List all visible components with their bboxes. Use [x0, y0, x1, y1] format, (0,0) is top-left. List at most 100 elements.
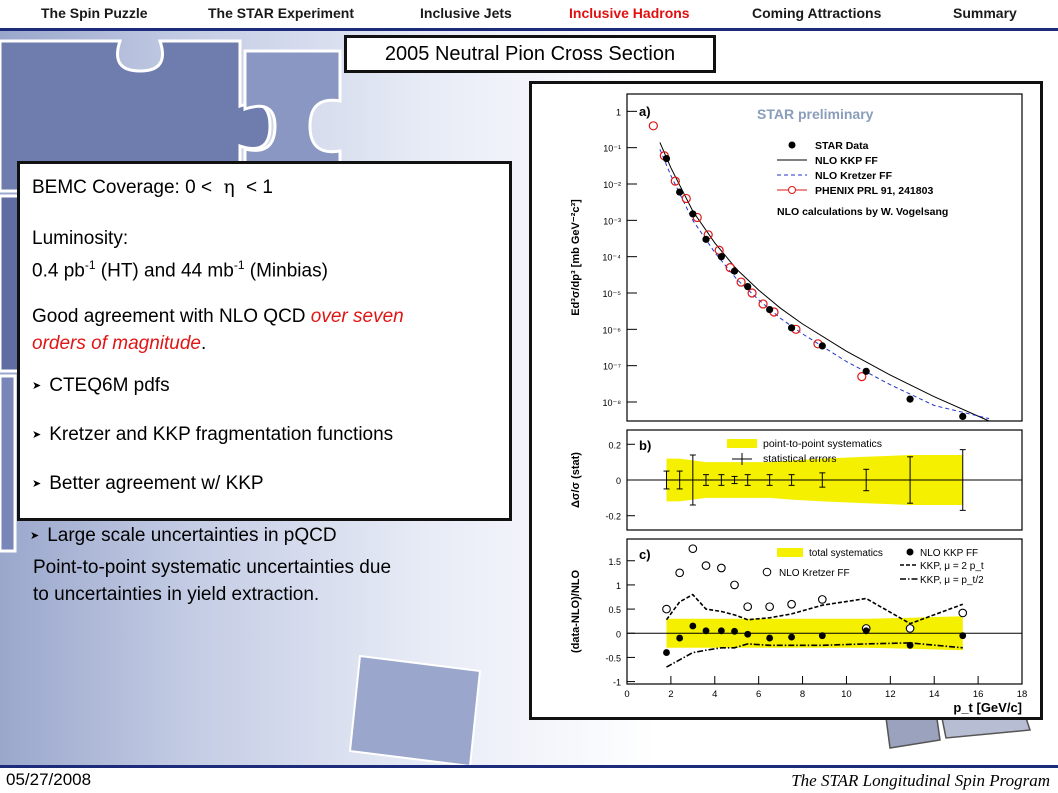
phenix-point	[747, 288, 757, 298]
x-tick-label: 14	[929, 689, 940, 700]
legend-marker	[727, 439, 757, 448]
star-data-point	[862, 367, 870, 375]
star-data-point	[730, 267, 739, 275]
y-tick-label: 10⁻²	[603, 180, 621, 190]
kretzer-point	[675, 568, 685, 578]
lumi-mb-exp: -1	[233, 258, 245, 272]
x-tick-label: 4	[712, 689, 717, 700]
star-data-point	[766, 305, 774, 314]
y-tick-label: 10⁻¹	[603, 144, 621, 154]
bullet-fragmentation: ➤ Kretzer and KKP fragmentation functions	[32, 423, 393, 449]
puzzle-piece	[0, 374, 17, 553]
kretzer-point	[717, 563, 726, 573]
star-data-point	[702, 235, 710, 243]
y-tick-label: -0.2	[605, 512, 621, 522]
nav-item-inclusive-hadrons[interactable]: Inclusive Hadrons	[569, 5, 690, 21]
arrow-bullet-icon: ➤	[32, 380, 42, 392]
star-data-point	[676, 188, 684, 196]
y-tick-label: 10⁻⁵	[603, 289, 622, 299]
luminosity-value: 0.4 pb-1 (HT) and 44 mb-1 (Minbias)	[32, 254, 328, 282]
kkp-point	[788, 633, 795, 641]
y-tick-label: 1	[616, 581, 621, 591]
kkp-point	[717, 627, 725, 635]
y-tick-label: 1.5	[608, 557, 621, 567]
x-tick-label: 16	[973, 689, 984, 700]
star-data-point	[906, 395, 914, 403]
kretzer-point	[743, 602, 753, 612]
kkp-point	[766, 634, 774, 642]
nlo-note: NLO calculations by W. Vogelsang	[777, 206, 948, 218]
legend-label: KKP, μ = p_t/2	[920, 575, 984, 586]
legend-label: KKP, μ = 2 p_t	[920, 561, 984, 572]
legend-marker	[788, 141, 796, 149]
lumi-ht-value: 0.4 pb	[32, 260, 85, 282]
legend-label: NLO Kretzer FF	[779, 568, 850, 579]
kretzer-point	[701, 561, 711, 570]
y-tick-label: -1	[613, 678, 621, 688]
y-tick-label: 10⁻⁴	[602, 253, 621, 263]
arrow-bullet-icon: ➤	[32, 478, 42, 490]
legend-label: NLO KKP FF	[815, 155, 878, 167]
y-tick-label: 0	[616, 476, 621, 486]
kkp-point	[731, 627, 738, 635]
legend-marker	[762, 567, 772, 577]
kkp-point	[689, 622, 697, 630]
systematics-line-2: to uncertainties in yield extraction.	[33, 584, 320, 605]
bullet-kkp: ➤ Better agreement w/ KKP	[32, 472, 264, 498]
footer-program: The STAR Longitudinal Spin Program	[791, 771, 1050, 790]
arrow-bullet-icon: ➤	[30, 530, 40, 542]
panel-label: a)	[639, 104, 651, 119]
x-axis-label: p_t [GeV/c]	[953, 700, 1022, 715]
y-tick-label: 10⁻³	[603, 216, 621, 226]
panel-c-frame	[626, 538, 1023, 685]
legend-label: STAR Data	[815, 140, 869, 152]
lumi-mb-tail: (Minbias)	[244, 260, 328, 282]
kretzer-point	[688, 544, 698, 554]
agreement-highlight-2: orders of magnitude	[32, 333, 201, 354]
legend-label: total systematics	[809, 548, 883, 559]
y-tick-label: 0.5	[608, 605, 621, 615]
bullet-text: Better agreement w/ KKP	[49, 473, 264, 494]
series-nlo-kkp	[659, 142, 990, 422]
star-preliminary-watermark: STAR preliminary	[757, 106, 874, 122]
panel-c: 1.510.50-0.5-10 2 4 6 8 10 12 14 16 18c)(data-NLO…	[570, 538, 1028, 715]
nav-item-inclusive-jets[interactable]: Inclusive Jets	[420, 5, 512, 21]
bullet-pqcd: ➤ Large scale uncertainties in pQCD	[30, 524, 337, 550]
legend-marker	[777, 548, 803, 557]
bullet-cteq: ➤ CTEQ6M pdfs	[32, 374, 170, 400]
y-tick-label: 10⁻⁸	[602, 398, 621, 408]
coverage-suffix: < 1	[246, 177, 273, 198]
nav-item-spin-puzzle[interactable]: The Spin Puzzle	[41, 5, 148, 21]
phenix-point	[648, 121, 658, 131]
series-kkp-pt2	[666, 642, 963, 668]
bullet-text: CTEQ6M pdfs	[49, 375, 170, 396]
kkp-point	[676, 634, 684, 642]
lumi-ht-exp: -1	[84, 258, 96, 272]
kkp-point	[663, 649, 670, 656]
kretzer-point	[905, 624, 915, 633]
agreement-prefix: Good agreement with NLO QCD	[32, 306, 311, 327]
nav-item-star-experiment[interactable]: The STAR Experiment	[208, 5, 354, 21]
agreement-highlight-1: over seven	[310, 306, 404, 327]
x-tick-label: 10	[841, 689, 852, 700]
agreement-end: .	[201, 333, 207, 354]
footer-divider	[0, 765, 1058, 768]
y-axis-label: Ed³σ/dp³ [mb GeV⁻²c³]	[570, 199, 582, 316]
puzzle-pieces-graphic	[0, 39, 482, 766]
y-axis-label: Δσ/σ (stat)	[570, 452, 582, 508]
kretzer-point	[765, 602, 774, 612]
nav-divider	[0, 28, 1058, 31]
y-tick-label: 10⁻⁶	[603, 325, 622, 335]
nav-item-coming-attractions[interactable]: Coming Attractions	[752, 5, 882, 21]
kkp-point	[862, 627, 870, 635]
kkp-point	[702, 627, 710, 635]
y-axis-label: (data-NLO)/NLO	[570, 570, 582, 654]
x-tick-label: 18	[1017, 689, 1028, 700]
legend-marker	[788, 186, 796, 194]
x-tick-label: 2	[668, 689, 673, 700]
kretzer-point	[730, 580, 739, 590]
phenix-point	[670, 176, 680, 186]
figure-panel: 1 10⁻¹ 10⁻² 10⁻³ 10⁻⁴ 10⁻⁵ 10⁻⁶ 10⁻⁷ 10⁻⁸ a) STAR …	[529, 81, 1043, 720]
nav-item-summary[interactable]: Summary	[953, 5, 1017, 21]
legend-label: PHENIX PRL 91, 241803	[815, 185, 933, 197]
